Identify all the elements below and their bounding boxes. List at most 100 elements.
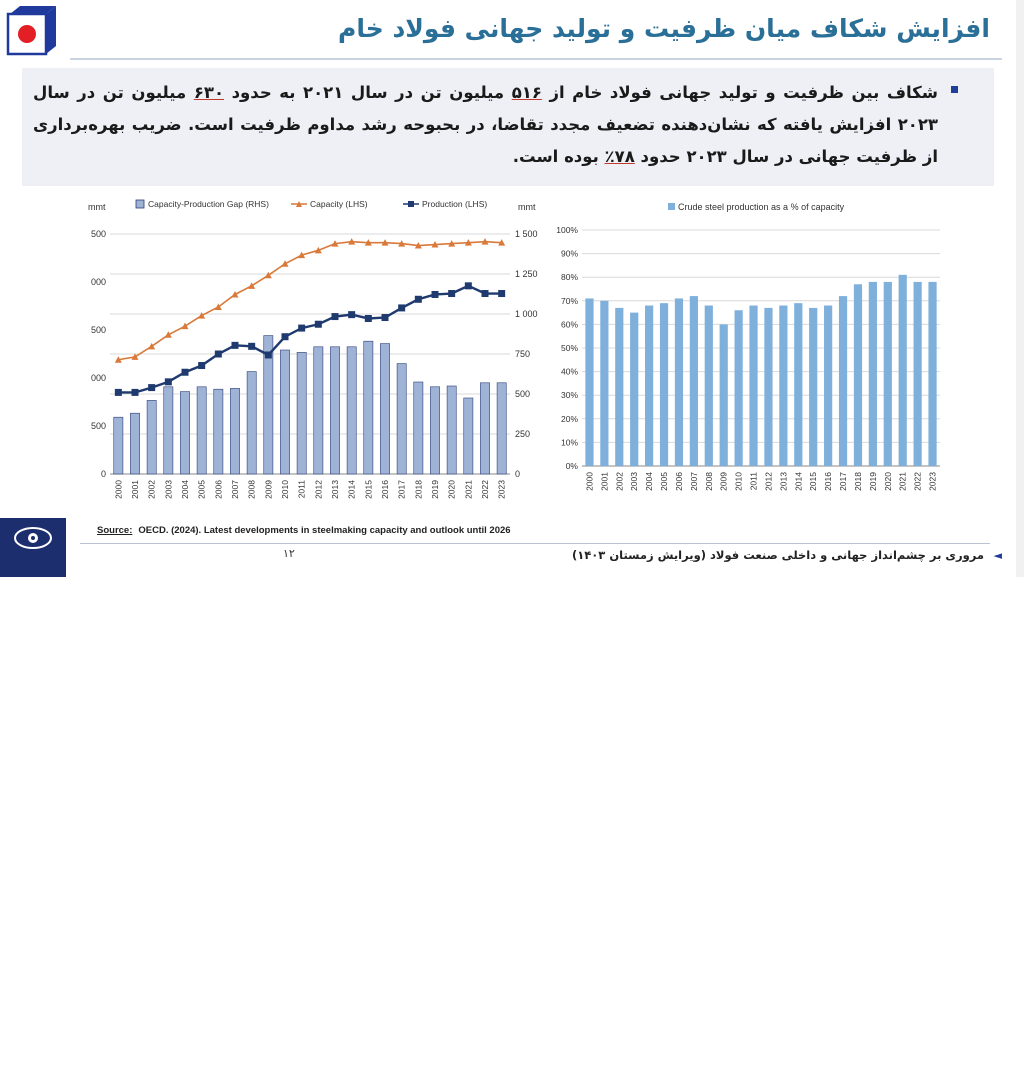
right-tick-label: 1 000 — [515, 309, 538, 319]
utilization-bar — [689, 296, 698, 466]
y-tick-label: 20% — [561, 414, 578, 424]
production-point — [298, 324, 306, 332]
y-tick-label: 0% — [566, 461, 579, 471]
footer-title: مروری بر چشم‌انداز جهانی و داخلی صنعت فو… — [571, 548, 984, 562]
capacity-point — [214, 303, 222, 310]
capacity-point — [448, 240, 456, 247]
highlight-figure: ۷۸٪ — [604, 147, 635, 166]
footer-arrow-icon: ◄ — [993, 549, 1002, 562]
capacity-line — [118, 240, 502, 361]
x-tick-label: 2009 — [263, 480, 273, 499]
gap-chart-svg: mmt mmt 0 500 1 000 1 500 2 000 2 500 0 250 500 750… — [83, 199, 538, 499]
utilization-bar — [645, 305, 654, 466]
x-tick-label: 2005 — [197, 480, 207, 499]
page-number: ۱۲ — [283, 547, 295, 560]
x-tick-label: 2000 — [113, 480, 123, 499]
production-point — [314, 320, 322, 328]
left-tick-label: 500 — [91, 421, 106, 431]
gap-bar — [196, 386, 207, 475]
x-tick-label: 2002 — [614, 472, 624, 491]
paragraph-text: شکاف بین ظرفیت و تولید جهانی فولاد خام ا… — [541, 83, 938, 102]
x-tick-label: 2002 — [147, 480, 157, 499]
utilization-bar — [779, 305, 788, 466]
utilization-bar — [600, 300, 609, 466]
production-point — [498, 290, 506, 298]
capacity-point — [198, 312, 206, 319]
summary-paragraph: شکاف بین ظرفیت و تولید جهانی فولاد خام ا… — [33, 77, 938, 173]
x-tick-label: 2017 — [397, 480, 407, 499]
summary-box: شکاف بین ظرفیت و تولید جهانی فولاد خام ا… — [22, 68, 994, 186]
gap-bar — [263, 335, 274, 475]
utilization-bar — [764, 307, 773, 466]
x-tick-label: 2009 — [719, 472, 729, 491]
gap-bar — [146, 400, 157, 475]
x-tick-label: 2013 — [778, 472, 788, 491]
legend-label: Crude steel production as a % of capacit… — [678, 202, 845, 212]
right-tick-label: 0 — [515, 469, 520, 479]
left-tick-label: 2 000 — [88, 277, 106, 287]
capacity-point — [348, 238, 356, 245]
gap-chart: mmt mmt 0 500 1 000 1 500 2 000 2 500 0 250 500 750… — [83, 194, 543, 530]
legend-label: Production (LHS) — [422, 199, 487, 209]
left-tick-label: 2 500 — [88, 229, 106, 239]
x-tick-label: 2014 — [347, 480, 357, 499]
x-tick-label: 2012 — [313, 480, 323, 499]
x-tick-label: 2021 — [898, 472, 908, 491]
x-tick-label: 2011 — [297, 480, 307, 499]
scrollbar[interactable] — [1016, 0, 1024, 577]
x-tick-label: 2007 — [230, 480, 240, 499]
x-tick-label: 2011 — [749, 472, 759, 491]
x-tick-label: 2010 — [734, 472, 744, 491]
utilization-bar — [898, 274, 907, 466]
slide-title: افزایش شکاف میان ظرفیت و تولید جهانی فول… — [338, 14, 990, 43]
x-tick-label: 2010 — [280, 480, 290, 499]
utilization-bar — [853, 284, 863, 466]
left-tick-label: 0 — [101, 469, 106, 479]
utilization-bar — [824, 305, 833, 466]
legend-marker-production — [408, 201, 414, 207]
gap-bar — [163, 386, 174, 475]
utilization-bar — [630, 312, 639, 466]
utilization-bar — [734, 310, 743, 466]
x-tick-label: 2006 — [674, 472, 684, 491]
gap-bar — [346, 346, 357, 475]
capacity-point — [414, 242, 422, 249]
y-tick-label: 60% — [561, 319, 578, 329]
utilization-bar — [838, 296, 848, 466]
capacity-point — [148, 342, 156, 350]
y-tick-label: 40% — [561, 367, 578, 377]
production-point — [214, 350, 222, 358]
production-point — [348, 311, 356, 319]
brand-name: Pars Six Sigma — [4, 1063, 55, 1070]
gap-bar — [430, 386, 440, 475]
utilization-bar — [659, 303, 669, 466]
production-point — [181, 368, 189, 376]
utilization-bar — [883, 281, 892, 466]
left-unit-label: mmt — [88, 202, 106, 212]
x-tick-label: 2020 — [883, 472, 893, 491]
x-tick-label: 2023 — [497, 480, 507, 499]
x-tick-label: 2004 — [644, 472, 654, 491]
production-point — [398, 304, 406, 312]
capacity-point — [481, 238, 489, 245]
right-unit-label: mmt — [518, 202, 536, 212]
gap-bar — [213, 388, 224, 475]
x-tick-label: 2019 — [430, 480, 440, 499]
left-tick-label: 1 500 — [88, 325, 106, 335]
utilization-chart: Crude steel production as a % of capacit… — [548, 194, 948, 530]
legend-marker-capacity — [296, 201, 302, 207]
production-point — [131, 388, 139, 396]
utilization-bar — [868, 281, 877, 466]
right-tick-label: 1 250 — [515, 269, 538, 279]
right-tick-label: 500 — [515, 389, 530, 399]
production-point — [381, 314, 389, 322]
x-tick-label: 2015 — [363, 480, 373, 499]
gap-bar — [246, 371, 257, 475]
capacity-point — [364, 239, 372, 246]
gap-bar — [463, 397, 474, 475]
gap-bar — [280, 349, 290, 475]
x-tick-label: 2013 — [330, 480, 340, 499]
footer-divider — [80, 543, 990, 544]
x-tick-label: 2008 — [704, 472, 714, 491]
capacity-point — [114, 356, 122, 363]
